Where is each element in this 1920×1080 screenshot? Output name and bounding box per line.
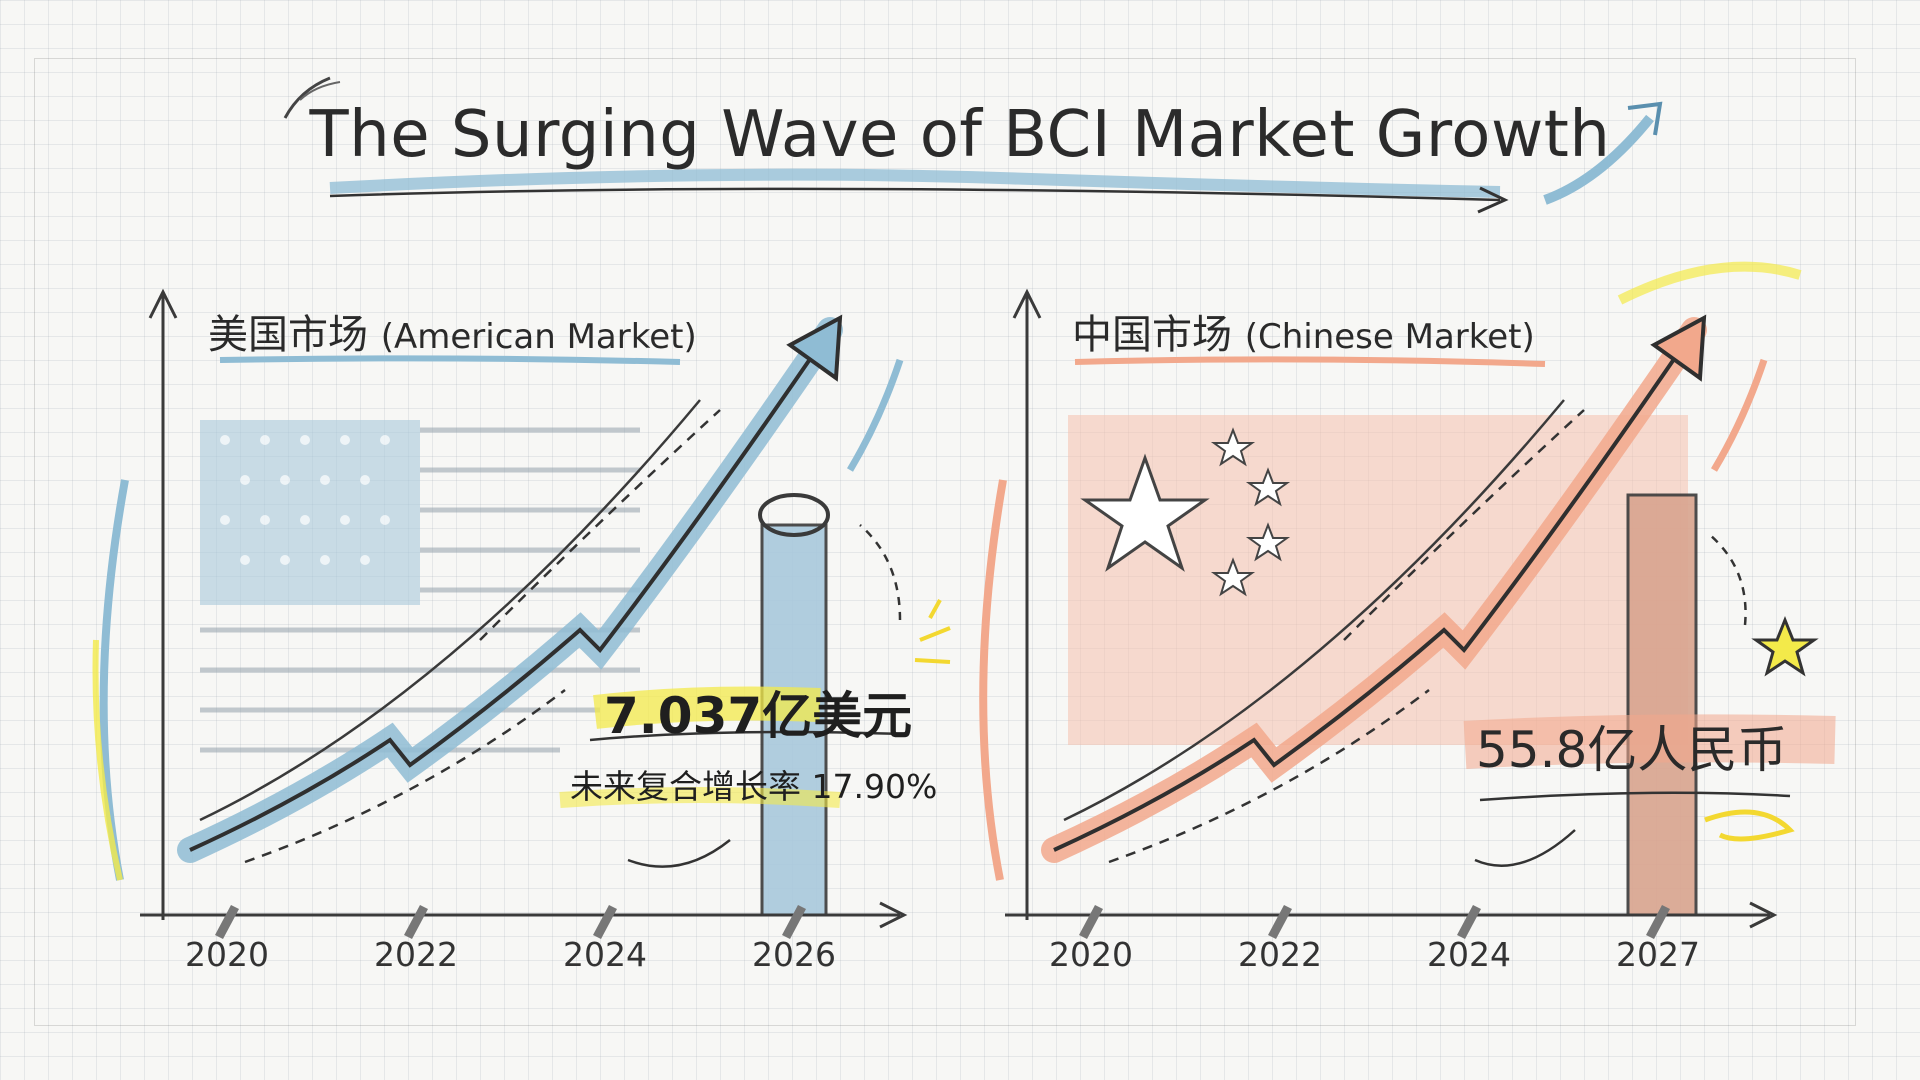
cn-trend-arrow-line: [1053, 328, 1696, 852]
us-title-cn: 美国市场: [208, 312, 368, 358]
cn-side-arrow-icon: [979, 479, 1007, 881]
cn-dashed-trend-line: [1108, 689, 1430, 864]
cn-squiggle-icon: [1704, 809, 1795, 842]
cn-tick-label: 2027: [1616, 935, 1700, 974]
us-dashed-arrow-icon: [859, 524, 902, 621]
us-value-highlight: [593, 686, 821, 729]
pencil-icon: [1646, 905, 1670, 939]
pencil-icon: [1079, 905, 1103, 939]
us-trend-arrow-head-icon: [786, 314, 843, 382]
us-market-value: 7.037亿美元: [604, 687, 913, 745]
cn-title-en: (Chinese Market): [1244, 317, 1535, 357]
cn-small-arrow-icon: [1710, 358, 1768, 472]
us-title-en: (American Market): [380, 317, 697, 357]
pencil-icon: [215, 905, 239, 939]
cn-panel-title: 中国市场 (Chinese Market): [1072, 302, 1535, 360]
cn-value-highlight: [1463, 714, 1836, 769]
title-up-arrow-icon: [1543, 114, 1654, 205]
us-small-arrow-icon: [846, 358, 904, 472]
us-trend-arrow-line: [189, 328, 832, 852]
us-title-underline: [219, 355, 681, 365]
us-tick-label: 2026: [752, 935, 836, 974]
page-title: The Surging Wave of BCI Market Growth: [309, 98, 1611, 172]
pencil-icon: [1457, 905, 1481, 939]
us-sparkle-icon: [914, 599, 951, 664]
cn-tick-label: 2020: [1049, 935, 1133, 974]
title-swoosh-left: [283, 76, 331, 119]
cn-dashed-trend-line: [1343, 409, 1585, 641]
cn-title-underline: [1074, 356, 1546, 367]
us-tick-label: 2022: [374, 935, 458, 974]
cn-star-doodle-icon: [1751, 615, 1819, 677]
cn-dashed-arrow-icon: [1709, 534, 1747, 626]
american-flag-icon: [200, 420, 640, 753]
us-secondary-trend-line: [199, 399, 701, 822]
pencil-icon: [1268, 905, 1292, 939]
cn-bar-2027: [1626, 493, 1698, 917]
us-dashed-trend-line: [244, 689, 566, 864]
us-tick-label: 2024: [563, 935, 647, 974]
title-arrow-head: [1477, 186, 1509, 214]
us-dashed-trend-line: [479, 409, 721, 641]
pencil-icons: [215, 905, 1670, 939]
cn-curl-arrow-icon: [1474, 829, 1576, 867]
cn-market-value: 55.8亿人民币: [1476, 721, 1788, 779]
us-curl-arrow-icon: [627, 839, 731, 868]
cn-title-cn: 中国市场: [1072, 312, 1232, 358]
cn-secondary-trend-line: [1063, 399, 1565, 822]
pencil-icon: [404, 905, 428, 939]
title-underline: [329, 168, 1501, 198]
us-panel-title: 美国市场 (American Market): [208, 302, 697, 360]
us-cagr-label: 未来复合增长率 17.90%: [570, 767, 938, 806]
us-tick-label: 2020: [185, 935, 269, 974]
cn-trend-arrow-head-icon: [1650, 314, 1707, 382]
pencil-icon: [782, 905, 806, 939]
cn-tick-label: 2024: [1427, 935, 1511, 974]
cn-tick-label: 2022: [1238, 935, 1322, 974]
page-frame: [34, 58, 1856, 1026]
pencil-icon: [593, 905, 617, 939]
